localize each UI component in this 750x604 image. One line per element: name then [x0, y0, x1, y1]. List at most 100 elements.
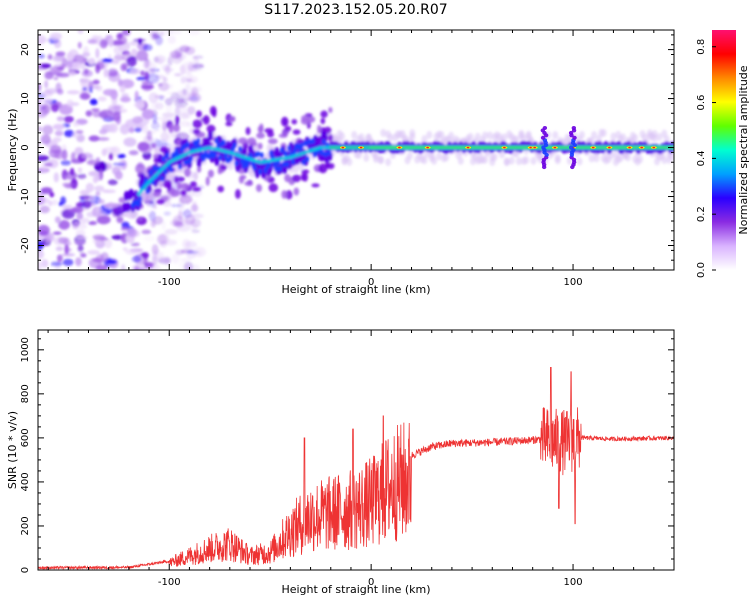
noise-blob — [70, 151, 76, 163]
side-blob — [238, 169, 245, 174]
side-blob — [281, 190, 288, 199]
noise-blob — [187, 106, 196, 115]
noise-blob — [67, 59, 73, 71]
noise-blob — [134, 90, 139, 101]
noise-blob — [89, 98, 98, 106]
band-mid — [301, 159, 306, 166]
noise-blob — [101, 58, 114, 63]
colorbar-tick-label: 0.2 — [696, 206, 707, 222]
band-mid — [145, 188, 150, 195]
halo-blob — [552, 131, 559, 140]
band-mid — [201, 155, 206, 162]
noise-blob — [182, 60, 195, 66]
noise-blob — [118, 213, 128, 217]
noise-blob — [88, 81, 94, 88]
noise-blob — [40, 63, 52, 69]
noise-blob — [53, 38, 62, 49]
noise-blob — [176, 224, 191, 232]
side-blob — [180, 189, 187, 196]
snr-y-tick-label: 200 — [20, 516, 31, 535]
noise-blob — [94, 185, 105, 192]
noise-blob — [44, 88, 59, 94]
noise-blob — [108, 116, 114, 121]
noise-blob — [38, 54, 45, 59]
noise-blob — [161, 129, 169, 141]
spectrogram-x-axis-label: Height of straight line (km) — [281, 283, 430, 296]
hot-spot-core — [591, 146, 595, 149]
noise-blob — [184, 241, 197, 248]
band-mid — [194, 142, 199, 149]
spectrogram-x-tick-label: 0 — [368, 277, 374, 288]
spectrogram-y-tick-label: -10 — [20, 188, 31, 204]
noise-blob — [157, 256, 171, 264]
side-blob — [256, 132, 265, 139]
noise-blob — [74, 240, 87, 246]
hot-spot-core — [398, 146, 401, 149]
side-blob — [245, 127, 251, 136]
side-blob — [257, 142, 263, 150]
noise-blob — [79, 189, 90, 196]
halo-blob — [339, 132, 346, 141]
noise-blob — [38, 109, 42, 119]
side-blob — [293, 187, 300, 196]
noise-blob — [112, 162, 126, 167]
colorbar-tick-label: 0.4 — [696, 150, 707, 166]
halo-blob — [438, 130, 445, 139]
noise-blob — [102, 89, 117, 96]
band-mid — [307, 138, 312, 145]
noise-blob — [167, 35, 176, 45]
noise-blob — [107, 68, 119, 77]
halo-blob — [513, 135, 520, 144]
noise-blob — [79, 92, 89, 100]
band-mid — [305, 155, 310, 162]
noise-blob — [66, 90, 81, 95]
snr-y-axis-label: SNR (10 * v/v) — [6, 411, 19, 489]
side-blob — [217, 168, 222, 175]
band-mid — [292, 148, 297, 155]
noise-blob — [103, 68, 109, 78]
halo-blob — [501, 133, 508, 142]
noise-blob — [137, 141, 150, 152]
side-blob — [168, 123, 174, 134]
band-outer — [214, 156, 220, 167]
noise-blob — [171, 100, 178, 104]
noise-blob — [38, 249, 45, 259]
noise-blob — [113, 54, 124, 61]
noise-blob — [164, 228, 178, 235]
noise-blob — [111, 60, 120, 65]
side-blob — [202, 115, 210, 125]
halo-blob — [426, 130, 433, 139]
noise-blob — [105, 203, 120, 208]
noise-blob — [168, 83, 174, 89]
noise-blob — [38, 142, 41, 148]
noise-blob — [151, 32, 157, 41]
noise-blob — [61, 204, 73, 209]
band-outer — [206, 141, 212, 152]
band-outer — [207, 130, 214, 141]
side-blob — [257, 125, 264, 133]
noise-blob — [83, 46, 90, 57]
noise-blob — [99, 38, 108, 49]
band-mid — [279, 147, 284, 154]
noise-blob — [179, 194, 193, 205]
side-blob — [196, 110, 202, 118]
side-blob — [192, 128, 201, 135]
noise-blob — [67, 208, 80, 213]
side-blob — [301, 115, 309, 122]
noise-blob — [42, 98, 53, 104]
side-blob — [292, 174, 301, 183]
noise-blob — [60, 160, 72, 166]
halo-blob — [448, 131, 455, 140]
colorbar-tick-label: 0.8 — [696, 39, 707, 55]
noise-blob — [152, 202, 157, 210]
halo-blob — [387, 133, 394, 142]
noise-blob — [135, 163, 146, 174]
halo-blob — [409, 129, 416, 138]
noise-blob — [64, 174, 73, 181]
noise-blob — [82, 87, 87, 91]
halo-blob — [293, 165, 300, 174]
noise-blob — [99, 129, 108, 135]
band-core — [145, 182, 149, 186]
halo-blob — [467, 132, 474, 141]
noise-blob — [170, 92, 180, 102]
